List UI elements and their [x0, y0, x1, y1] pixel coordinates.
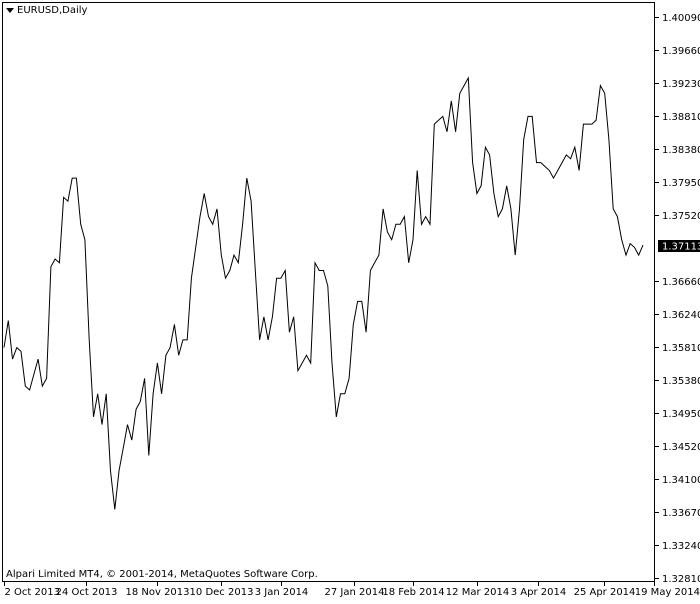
x-tick-label: 25 Apr 2014: [574, 587, 636, 598]
y-tick-label: 1.33240: [662, 541, 700, 552]
x-tick-label: 2 Oct 2013: [5, 587, 60, 598]
y-tick-label: 1.35380: [662, 376, 700, 387]
y-axis: 1.40090 1.39660 1.39230 1.38810 1.38380 1.379…: [655, 13, 700, 585]
dropdown-triangle-icon[interactable]: [6, 8, 14, 13]
x-tick-label: 3 Jan 2014: [255, 587, 309, 598]
x-tick-label: 10 Dec 2013: [190, 587, 254, 598]
y-tick-label: 1.36240: [662, 310, 700, 321]
price-line: [4, 78, 643, 510]
x-tick-label: 24 Oct 2013: [56, 587, 118, 598]
x-tick-label: 19 May 2014: [635, 587, 700, 598]
y-tick-label: 1.38810: [662, 112, 700, 123]
y-tick-label: 1.39230: [662, 79, 700, 90]
y-tick-label: 1.40090: [662, 13, 700, 24]
y-tick-label: 1.32810: [662, 574, 700, 585]
y-tick-label: 1.34520: [662, 442, 700, 453]
y-tick-label: 1.37520: [662, 211, 700, 222]
copyright-text: Alpari Limited MT4, © 2001-2014, MetaQuo…: [6, 569, 318, 580]
x-tick-label: 18 Feb 2014: [382, 587, 444, 598]
chart-title[interactable]: EURUSD,Daily: [6, 5, 87, 16]
x-tick-label: 3 Apr 2014: [511, 587, 566, 598]
y-tick-label: 1.39660: [662, 46, 700, 57]
symbol-timeframe-label: EURUSD,Daily: [17, 5, 87, 16]
y-tick-label: 1.36660: [662, 277, 700, 288]
series-layer: [4, 78, 643, 510]
y-tick-label: 1.34100: [662, 475, 700, 486]
y-tick-label: 1.35810: [662, 343, 700, 354]
y-tick-label: 1.33670: [662, 508, 700, 519]
current-price-marker: 1.37113: [658, 240, 700, 253]
y-tick-label: 1.38380: [662, 145, 700, 156]
x-tick-label: 18 Nov 2013: [125, 587, 189, 598]
x-tick-label: 27 Jan 2014: [325, 587, 385, 598]
y-tick-label: 1.37950: [662, 178, 700, 189]
y-tick-label: 1.34950: [662, 409, 700, 420]
current-price-label: 1.37113: [662, 242, 700, 253]
x-tick-label: 12 Mar 2014: [446, 587, 509, 598]
